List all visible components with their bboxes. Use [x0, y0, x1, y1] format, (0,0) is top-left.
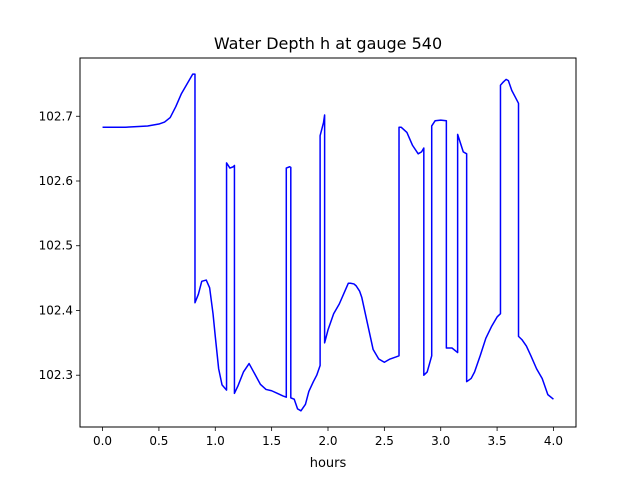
- x-axis-label: hours: [310, 456, 347, 471]
- chart-title: Water Depth h at gauge 540: [214, 34, 442, 53]
- plot-area: [102, 73, 554, 412]
- y-tick-label: 102.5: [39, 239, 73, 253]
- x-tick-label: 3.5: [488, 434, 507, 448]
- x-tick-label: 2.5: [375, 434, 394, 448]
- x-tick-label: 0.0: [93, 434, 112, 448]
- series-line-0: [102, 73, 554, 412]
- plot-frame: [79, 57, 577, 428]
- y-axis: 102.3 102.4 102.5 102.6 102.7: [39, 109, 80, 382]
- x-tick-label: 2.0: [318, 434, 337, 448]
- x-tick-label: 0.5: [149, 434, 168, 448]
- y-tick-label: 102.3: [39, 368, 73, 382]
- x-tick-label: 4.0: [544, 434, 563, 448]
- y-tick-label: 102.4: [39, 303, 73, 317]
- x-tick-label: 1.5: [262, 434, 281, 448]
- y-tick-label: 102.6: [39, 174, 73, 188]
- y-tick-label: 102.7: [39, 109, 73, 123]
- x-tick-label: 3.0: [431, 434, 450, 448]
- x-axis: 0.0 0.5 1.0 1.5 2.0 2.5 3.0 3.5 4.0: [93, 427, 563, 448]
- x-tick-label: 1.0: [206, 434, 225, 448]
